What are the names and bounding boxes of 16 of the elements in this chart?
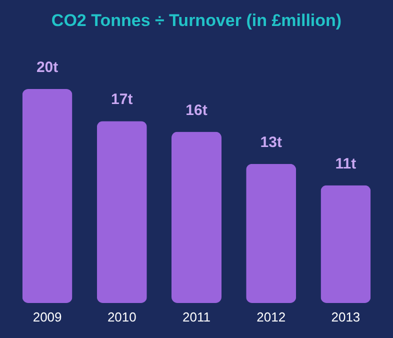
x-tick-label: 2013 <box>331 310 360 324</box>
x-tick-label: 2011 <box>182 310 210 324</box>
bar <box>22 89 72 303</box>
data-label: 17t <box>111 91 133 108</box>
data-label: 16t <box>186 102 208 119</box>
x-tick-label: 2012 <box>256 310 286 324</box>
data-label: 11t <box>335 155 356 172</box>
x-tick-label: 2009 <box>32 310 62 324</box>
data-label: 13t <box>260 134 282 151</box>
bar <box>320 185 371 303</box>
chart-title: CO2 Tonnes ÷ Turnover (in £million) <box>51 11 342 30</box>
bar <box>246 164 296 303</box>
bar <box>172 132 222 303</box>
bar <box>96 121 147 303</box>
data-label: 20t <box>36 59 58 76</box>
x-tick-label: 2010 <box>107 310 136 324</box>
